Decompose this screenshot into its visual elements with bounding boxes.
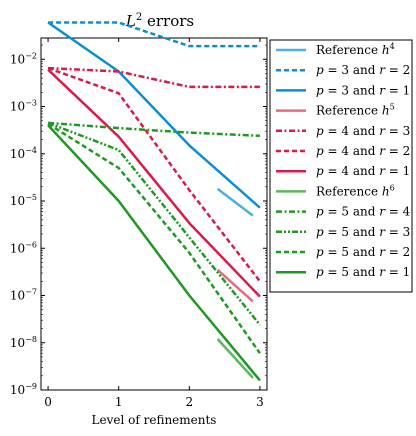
x-tick-label: 3 [256, 395, 264, 409]
x-tick-label: 1 [115, 395, 123, 409]
y-tick-label: 10−7 [10, 288, 37, 303]
legend-label-5: p = 4 and r = 2 [316, 144, 410, 158]
series-lines [47, 21, 261, 382]
y-tick-label: 10−6 [10, 240, 37, 255]
axis-ticks: 0 1 2 3 10−9 10−8 10−7 10−6 10−5 10−4 10−3 10−2 [10, 38, 267, 409]
legend-label-7: Reference h6 [316, 183, 395, 198]
legend-label-4: p = 4 and r = 3 [316, 124, 410, 138]
series-line-2 [47, 21, 261, 209]
y-tick-label: 10−2 [10, 51, 37, 66]
series-line-3 [216, 268, 254, 303]
series-line-11 [47, 124, 261, 382]
legend-label-9: p = 5 and r = 3 [316, 225, 410, 239]
x-tick-label: 2 [185, 395, 193, 409]
series-line-5 [47, 66, 261, 283]
legend-box [269, 39, 413, 293]
series-line-0 [216, 187, 254, 217]
y-tick-label: 10−5 [10, 193, 37, 208]
legend-label-1: p = 3 and r = 2 [316, 63, 410, 77]
y-tick-label: 10−8 [10, 335, 37, 350]
legend-label-11: p = 5 and r = 1 [316, 265, 410, 279]
legend-label-3: Reference h5 [316, 103, 395, 118]
series-line-9 [47, 121, 261, 326]
y-tick-label: 10−9 [10, 382, 37, 397]
series-line-7 [216, 338, 254, 379]
series-line-6 [47, 68, 261, 298]
legend-label-6: p = 4 and r = 1 [316, 164, 410, 178]
series-line-4 [48, 66, 260, 89]
plot-area-frame [40, 37, 268, 391]
y-tick-label: 10−3 [10, 99, 37, 114]
chart-title: L2 errors [125, 12, 194, 30]
series-line-10 [47, 122, 261, 354]
series-line-1 [48, 21, 260, 48]
series-line-8 [48, 121, 260, 138]
legend-label-2: p = 3 and r = 1 [316, 83, 410, 97]
legend: Reference h4 p = 3 and r = 2 p = 3 and r =… [269, 39, 413, 293]
x-axis-label: Level of refinements [92, 413, 217, 427]
y-tick-label: 10−4 [10, 146, 37, 161]
legend-label-0: Reference h4 [316, 42, 395, 57]
chart-title-text: L2 errors [125, 12, 194, 30]
legend-label-8: p = 5 and r = 4 [316, 205, 411, 219]
x-tick-label: 0 [44, 395, 52, 409]
legend-label-10: p = 5 and r = 2 [316, 245, 410, 259]
